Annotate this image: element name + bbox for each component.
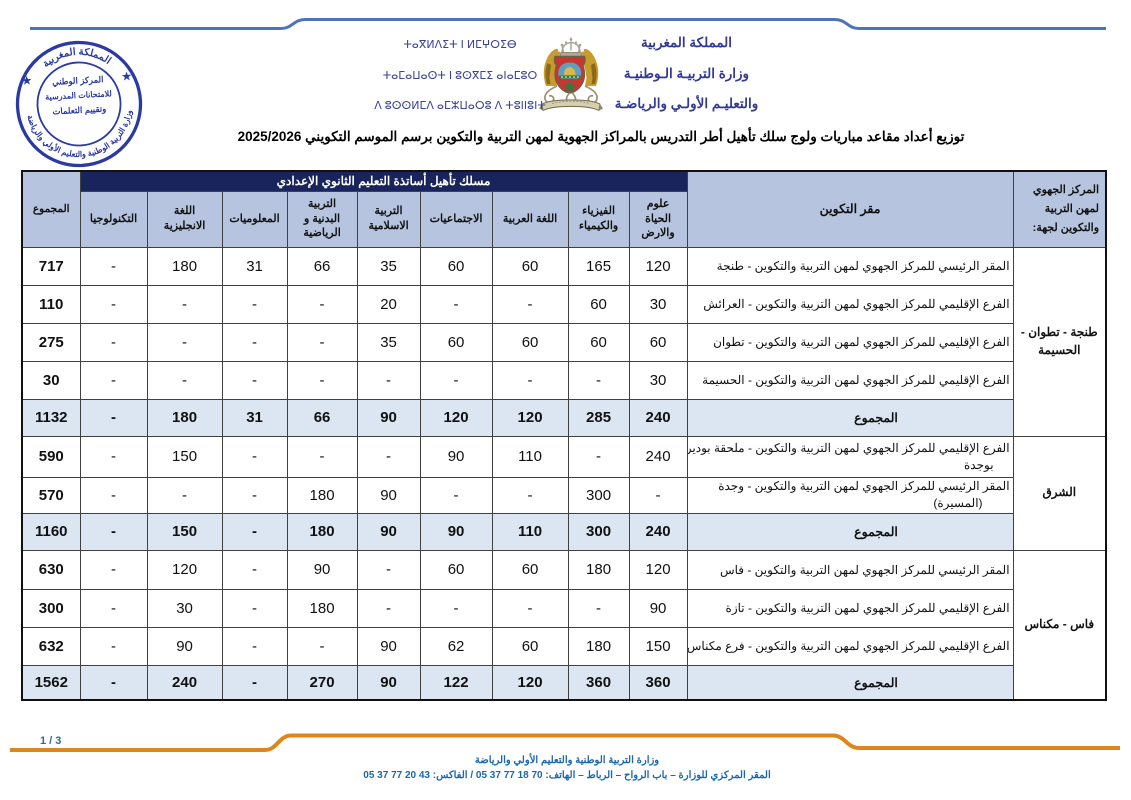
svg-text:★: ★ bbox=[121, 69, 133, 84]
svg-text:للامتحانات المدرسية: للامتحانات المدرسية bbox=[45, 89, 112, 102]
svg-text:وتقييم التعلمات: وتقييم التعلمات bbox=[52, 104, 106, 118]
svg-text:المركز الوطني: المركز الوطني bbox=[52, 74, 104, 88]
svg-text:★: ★ bbox=[21, 73, 33, 88]
